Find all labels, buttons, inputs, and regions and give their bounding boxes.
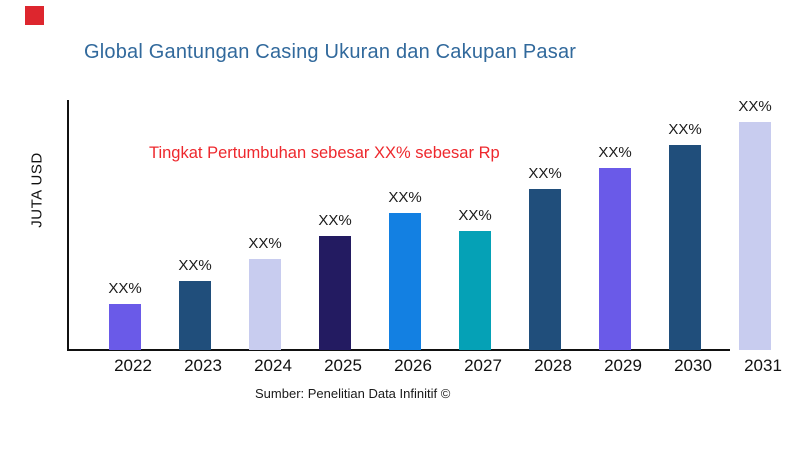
growth-annotation: Tingkat Pertumbuhan sebesar XX% sebesar … (149, 144, 500, 162)
chart-title: Global Gantungan Casing Ukuran dan Cakup… (84, 41, 577, 63)
bar-value-label: XX% (248, 235, 282, 252)
bar (319, 236, 351, 350)
bar-value-label: XX% (178, 257, 212, 274)
bar-value-label: XX% (388, 189, 422, 206)
bar-value-label: XX% (318, 212, 352, 229)
x-tick-label: 2023 (184, 356, 222, 375)
x-tick-label: 2026 (394, 356, 432, 375)
x-tick-label: 2024 (254, 356, 292, 375)
bar-value-label: XX% (528, 165, 562, 182)
x-tick-label: 2022 (114, 356, 152, 375)
y-axis-label-text: JUTA USD (28, 152, 46, 228)
bar (739, 122, 771, 350)
bar (529, 189, 561, 350)
x-tick-label: 2027 (464, 356, 502, 375)
bar (249, 259, 281, 350)
red-square-marker (25, 6, 44, 25)
bar (389, 213, 421, 350)
bar (109, 304, 141, 350)
bar-value-label: XX% (458, 207, 492, 224)
bar-value-label: XX% (108, 280, 142, 297)
bar-value-label: XX% (598, 144, 632, 161)
source-caption: Sumber: Penelitian Data Infinitif © (255, 386, 451, 401)
bar (599, 168, 631, 350)
x-tick-label: 2030 (674, 356, 712, 375)
x-axis-line (67, 349, 730, 351)
bar-value-label: XX% (738, 98, 772, 115)
bar (179, 281, 211, 350)
y-axis-line (67, 100, 69, 351)
bar (669, 145, 701, 350)
x-tick-label: 2025 (324, 356, 362, 375)
bar-value-label: XX% (668, 121, 702, 138)
bar (459, 231, 491, 350)
x-tick-label: 2031 (744, 356, 782, 375)
x-tick-label: 2029 (604, 356, 642, 375)
x-tick-label: 2028 (534, 356, 572, 375)
